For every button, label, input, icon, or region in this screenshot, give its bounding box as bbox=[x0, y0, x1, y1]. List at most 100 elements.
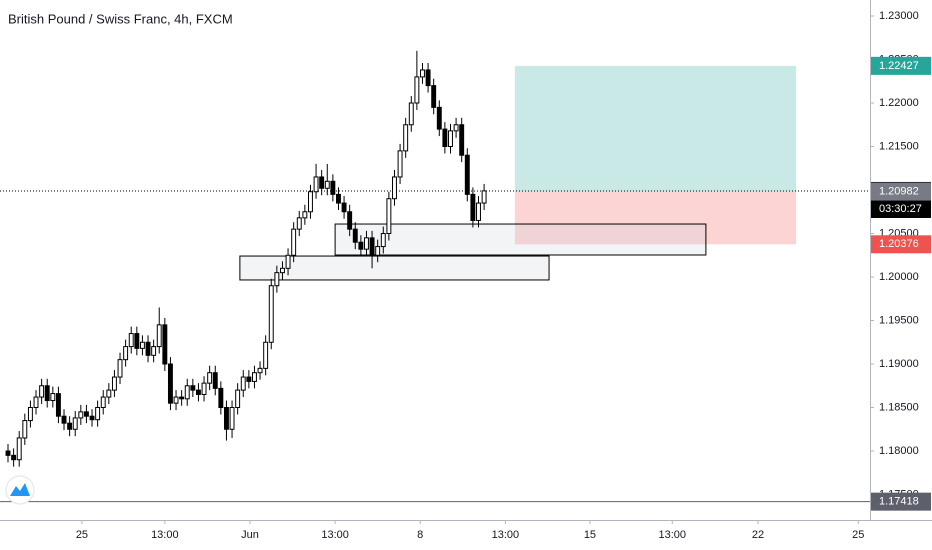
candle-body bbox=[89, 415, 95, 421]
candle-body bbox=[274, 272, 280, 287]
candle-body bbox=[111, 376, 117, 391]
candle-body bbox=[442, 128, 448, 148]
x-tick-label: 13:00 bbox=[492, 529, 520, 541]
x-tick-label: 13:00 bbox=[321, 529, 349, 541]
candle-body bbox=[201, 382, 207, 395]
y-tick-label: 1.21500 bbox=[879, 140, 919, 152]
x-tick-label: 25 bbox=[852, 529, 864, 541]
candle-body bbox=[246, 376, 252, 382]
candle-body bbox=[375, 246, 381, 256]
candle-body bbox=[83, 411, 89, 417]
candle-body bbox=[72, 417, 78, 430]
candle-body bbox=[302, 211, 308, 219]
candle-body bbox=[33, 396, 39, 409]
candle-body bbox=[330, 180, 336, 195]
y-tick-label: 1.22000 bbox=[879, 97, 919, 109]
candle-body bbox=[139, 341, 145, 349]
price-label: 1.17418 bbox=[879, 496, 919, 508]
candle-body bbox=[106, 389, 112, 398]
candle-body bbox=[134, 333, 140, 349]
candle-body bbox=[167, 363, 173, 404]
candle-body bbox=[347, 211, 353, 230]
price-label: 1.22427 bbox=[879, 60, 919, 72]
candle-body bbox=[425, 69, 431, 87]
candle-body bbox=[240, 376, 246, 391]
candle-body bbox=[392, 176, 397, 200]
axes: 1.175001.180001.185001.190001.195001.200… bbox=[76, 10, 931, 541]
candle-body bbox=[123, 346, 129, 361]
candle-body bbox=[78, 411, 84, 419]
candle-body bbox=[95, 407, 101, 421]
candle-body bbox=[257, 367, 263, 374]
candle-body bbox=[117, 359, 123, 378]
zone-box bbox=[334, 223, 707, 256]
zone-box bbox=[239, 255, 550, 281]
candle-body bbox=[464, 154, 470, 195]
candle-body bbox=[16, 437, 22, 461]
candle-body bbox=[436, 106, 442, 130]
x-tick-label: 13:00 bbox=[151, 529, 179, 541]
candle-body bbox=[207, 372, 213, 384]
candle-body bbox=[448, 130, 453, 148]
candle-body bbox=[296, 217, 302, 230]
y-tick-label: 1.20000 bbox=[879, 271, 919, 283]
candle-body bbox=[291, 228, 297, 256]
candle-body bbox=[55, 393, 61, 417]
candle-body bbox=[324, 180, 330, 189]
candle-body bbox=[470, 193, 476, 221]
candle-body bbox=[195, 389, 201, 395]
candle-body bbox=[319, 176, 325, 189]
candle-body bbox=[380, 233, 386, 248]
candle-body bbox=[5, 450, 11, 456]
candle-body bbox=[235, 389, 241, 409]
candle-body bbox=[364, 237, 369, 250]
price-label-bg bbox=[871, 235, 931, 254]
candle-body bbox=[251, 372, 257, 382]
x-tick-label: 13:00 bbox=[659, 529, 687, 541]
x-tick-label: 25 bbox=[76, 529, 88, 541]
candle-body bbox=[459, 124, 465, 156]
y-tick-label: 1.19500 bbox=[879, 314, 919, 326]
candle-body bbox=[184, 385, 190, 400]
candle-body bbox=[173, 396, 179, 404]
candle-body bbox=[431, 85, 437, 108]
candle-body bbox=[453, 124, 459, 132]
candle-body bbox=[39, 385, 45, 398]
stop-zone bbox=[514, 190, 797, 245]
price-label: 1.20376 bbox=[879, 238, 919, 250]
logo bbox=[5, 475, 35, 505]
candle-body bbox=[313, 176, 319, 193]
candle-body bbox=[308, 191, 313, 213]
candle-body bbox=[128, 333, 134, 348]
candle-body bbox=[27, 407, 33, 422]
countdown: 03:30:27 bbox=[879, 203, 922, 215]
x-tick-label: 22 bbox=[752, 529, 764, 541]
candle-body bbox=[420, 69, 425, 78]
candle-body bbox=[44, 385, 50, 402]
candle-body bbox=[481, 190, 487, 204]
candle-body bbox=[414, 76, 420, 104]
x-tick-label: Jun bbox=[241, 529, 259, 541]
candle-body bbox=[268, 285, 274, 343]
candle-body bbox=[61, 415, 67, 424]
candle-body bbox=[408, 102, 414, 126]
candle-body bbox=[352, 228, 358, 243]
candle-body bbox=[263, 341, 269, 369]
candle-body bbox=[279, 267, 285, 274]
chart-title: British Pound / Swiss Franc, 4h, FXCM bbox=[8, 11, 233, 26]
candle-body bbox=[285, 254, 291, 269]
candle-body bbox=[397, 150, 403, 178]
candle-body bbox=[162, 324, 168, 365]
x-tick-label: 8 bbox=[417, 529, 423, 541]
price-label: 1.20982 bbox=[879, 185, 919, 197]
countdown-bg bbox=[871, 199, 931, 218]
candle-body bbox=[100, 396, 106, 409]
candle-body bbox=[476, 202, 481, 221]
candle-body bbox=[336, 193, 341, 204]
candle-body bbox=[218, 387, 224, 409]
price-label-bg bbox=[871, 56, 931, 75]
candle-body bbox=[223, 407, 229, 430]
